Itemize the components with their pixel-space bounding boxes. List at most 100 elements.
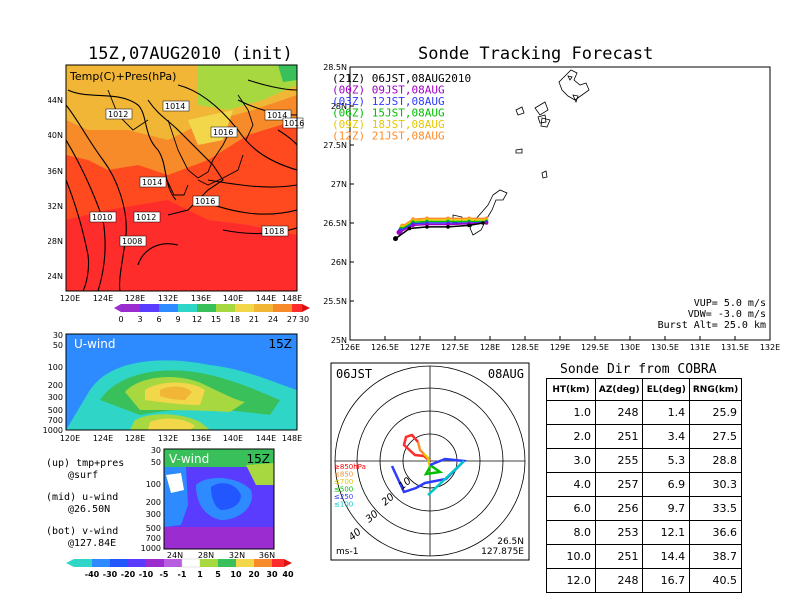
pres-tick: 30 <box>151 446 161 455</box>
table-cell: 8.0 <box>545 520 597 545</box>
polar-time: 06JST <box>336 367 372 381</box>
param-vdw: VDW= -3.0 m/s <box>688 309 766 320</box>
note-line: @26.50N <box>68 504 111 515</box>
track-point <box>425 225 429 229</box>
isobar-label: 1014 <box>267 111 287 120</box>
track-point <box>446 225 450 229</box>
note-line: @127.84E <box>68 538 117 549</box>
pres-tick: 100 <box>48 363 63 372</box>
pres-tick: 100 <box>146 480 161 489</box>
lat-tick: 24N <box>48 272 63 281</box>
lon-tick: 128E <box>125 294 145 303</box>
colorbar-tick: 9 <box>175 315 180 324</box>
track-series-line <box>395 222 484 240</box>
pres-tick: 300 <box>146 510 161 519</box>
table-cell: 28.8 <box>689 448 742 473</box>
table-cell: 255 <box>595 448 644 473</box>
isobar-label: 1018 <box>264 227 284 236</box>
colorbar-tick: 3 <box>137 315 142 324</box>
track-point <box>484 221 489 225</box>
lat-tick: 28N <box>198 551 214 560</box>
track-series-line <box>398 222 487 234</box>
track-series-line <box>400 221 487 232</box>
table-cell: 251 <box>595 424 644 449</box>
table-row: 12.0 248 16.7 40.5 <box>545 568 742 593</box>
table-cell: 257 <box>595 472 644 497</box>
colorbar-tick: 21 <box>249 315 259 324</box>
track-title: Sonde Tracking Forecast <box>418 44 654 64</box>
lat-tick-label: 25N <box>331 336 347 345</box>
v-wind-section: V-wind 15Z 30 50 100 200 300 500 700 100… <box>141 446 275 560</box>
colorbar-tick: 0 <box>118 315 123 324</box>
polar-legend-item: ≤850 <box>334 471 353 479</box>
polar-plot: 10 20 30 40 06JST 08AUG ≥850hPa≤850≤700≤… <box>330 362 530 561</box>
lat-tick-label: 27N <box>331 180 347 189</box>
pres-tick: 200 <box>146 498 161 507</box>
track-legend-item: (03Z) 12JST,08AUG <box>332 95 445 108</box>
table-cell: 9.7 <box>642 496 691 521</box>
lon-tick: 120E <box>60 434 80 443</box>
lat-tick: 44N <box>48 96 63 105</box>
track-point <box>407 226 412 231</box>
isobar-label: 1014 <box>165 102 185 111</box>
table-row: 10.0 251 14.4 38.7 <box>545 544 742 569</box>
colorbar-tick: -30 <box>103 570 118 579</box>
table-header: HT(km) <box>545 378 597 401</box>
param-vup: VUP= 5.0 m/s <box>694 298 766 309</box>
pres-tick: 1000 <box>43 426 63 435</box>
temp-pressure-map: 1014 1012 1014 1016 1016 1014 1016 1012 … <box>48 64 310 324</box>
table-cell: 16.7 <box>642 568 691 593</box>
table-cell: 2.0 <box>545 424 597 449</box>
table-cell: 3.0 <box>545 448 597 473</box>
table-cell: 14.4 <box>642 544 691 569</box>
lon-tick: 124E <box>93 294 113 303</box>
lon-tick: 128E <box>125 434 145 443</box>
track-legend-item: (12Z) 21JST,08AUG <box>332 130 445 143</box>
u-wind-section: U-wind 15Z 30 50 100 200 300 500 700 100… <box>43 331 303 443</box>
colorbar-tick: 27 <box>287 315 297 324</box>
polar-lon: 127.875E <box>481 547 524 557</box>
colorbar-tick: 18 <box>230 315 240 324</box>
lat-tick-label: 28.5N <box>323 63 347 72</box>
table-cell: 36.6 <box>689 520 742 545</box>
polar-legend-item: ≤100 <box>334 501 353 509</box>
u-wind-time: 15Z <box>269 337 293 351</box>
lat-tick: 32N <box>229 551 245 560</box>
lon-tick-label: 130E <box>620 343 640 352</box>
colorbar-tick: 40 <box>282 570 294 579</box>
colorbar-tick: 20 <box>248 570 260 579</box>
colorbar-tick: 24 <box>268 315 278 324</box>
lon-tick: 148E <box>282 294 302 303</box>
track-point <box>411 223 415 228</box>
pres-tick: 300 <box>48 393 63 402</box>
lon-tick: 144E <box>256 294 276 303</box>
lat-tick-label: 26N <box>331 258 347 267</box>
lat-tick-label: 28N <box>331 102 347 111</box>
table-cell: 38.7 <box>689 544 742 569</box>
note-line: (bot) v-wind <box>46 526 119 537</box>
table-cell: 248 <box>595 568 644 593</box>
lat-tick-label: 26.5N <box>323 219 347 228</box>
note-line: @surf <box>68 470 99 481</box>
lat-tick: 40N <box>48 131 63 140</box>
track-point <box>467 223 471 228</box>
lon-tick: 140E <box>223 294 243 303</box>
colorbar-tick: -5 <box>160 570 169 579</box>
lon-tick: 144E <box>256 434 276 443</box>
colorbar-tick: 15 <box>211 315 221 324</box>
lat-tick: 24N <box>167 551 183 560</box>
isobar-label: 1016 <box>195 197 215 206</box>
left-title: 15Z,07AUG2010 (init) <box>88 44 293 64</box>
polar-unit: ms-1 <box>336 547 358 557</box>
table-header: EL(deg) <box>642 378 691 401</box>
table-cell: 6.9 <box>642 472 691 497</box>
pres-tick: 700 <box>146 534 161 543</box>
track-point <box>481 221 485 225</box>
isobar-label: 1010 <box>92 213 112 222</box>
lon-tick: 136E <box>191 294 211 303</box>
v-wind-time: 15Z <box>247 452 271 466</box>
temp-colorbar <box>114 304 310 312</box>
track-map: 126E 126.5E 127E 127.5E 128E 128.5E 129E 129.5E… <box>323 63 780 352</box>
colorbar-tick: 10 <box>230 570 242 579</box>
track-legend-item: (00Z) 09JST,08AUG <box>332 84 445 97</box>
